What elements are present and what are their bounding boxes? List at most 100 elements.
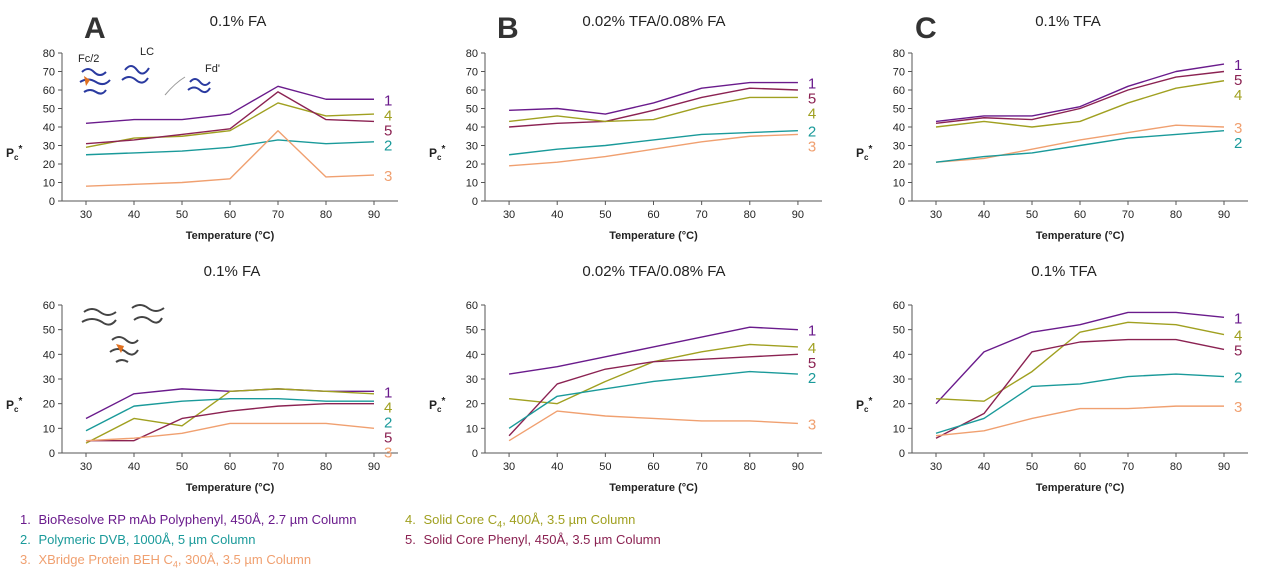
chart-title: 0.1% FA xyxy=(210,13,267,30)
x-tick-label: 80 xyxy=(744,209,756,221)
series-end-label-3: 3 xyxy=(384,444,392,461)
y-tick-label: 40 xyxy=(466,122,478,134)
series-line-4 xyxy=(509,343,798,405)
series-end-label-2: 2 xyxy=(1234,135,1242,152)
y-tick-label: 40 xyxy=(893,349,905,361)
series-end-label-4: 4 xyxy=(384,399,392,416)
series-end-label-3: 3 xyxy=(384,168,392,185)
antibody-fragments-illustration: Fc/2 LC Fd' xyxy=(78,46,220,96)
fc2-label: Fc/2 xyxy=(78,53,99,65)
series-line-1 xyxy=(935,63,1225,123)
y-tick-label: 10 xyxy=(893,423,905,435)
series-line-3 xyxy=(508,410,798,442)
x-tick-label: 70 xyxy=(696,209,708,221)
y-tick-label: 60 xyxy=(43,85,55,97)
chart-c: 0.1% TFA 0 10 20 30 40 50 60 70 80 30 40 50 60 70 80 90 T… xyxy=(856,13,1248,242)
y-tick-label: 30 xyxy=(43,141,55,153)
x-tick-label: 40 xyxy=(128,209,140,221)
x-tick-label: 40 xyxy=(978,461,990,473)
y-tick-label: 50 xyxy=(466,104,478,116)
x-tick-label: 70 xyxy=(1122,461,1134,473)
series-end-label-3: 3 xyxy=(1234,399,1242,416)
series-end-label-4: 4 xyxy=(384,107,392,124)
fd-label: Fd' xyxy=(205,63,220,75)
series-end-label-1: 1 xyxy=(384,92,392,109)
series-line-5 xyxy=(509,87,798,128)
x-tick-label: 80 xyxy=(1170,461,1182,473)
legend-text-5: Solid Core Phenyl, 450Å, 3.5 µm Column xyxy=(423,532,661,547)
x-tick-label: 40 xyxy=(978,209,990,221)
y-tick-label: 30 xyxy=(43,374,55,386)
y-tick-label: 60 xyxy=(466,300,478,312)
legend-item-3: 3. XBridge Protein BEH C4, 300Å, 3.5 µm … xyxy=(20,552,311,570)
series-end-label-2: 2 xyxy=(808,370,816,387)
series-end-label-1: 1 xyxy=(384,384,392,401)
series-end-label-5: 5 xyxy=(384,429,392,446)
legend-sub-4: 4 xyxy=(497,519,503,530)
y-tick-label: 70 xyxy=(466,67,478,79)
series-end-label-3: 3 xyxy=(808,139,816,156)
x-axis-label: Temperature (°C) xyxy=(186,482,275,494)
x-axis-label: Temperature (°C) xyxy=(609,482,698,494)
series-line-1 xyxy=(509,81,798,115)
y-tick-label: 0 xyxy=(472,448,478,460)
y-tick-label: 30 xyxy=(466,374,478,386)
legend-number-2: 2. xyxy=(20,532,31,547)
y-tick-label: 50 xyxy=(893,104,905,116)
series-end-label-5: 5 xyxy=(808,355,816,372)
y-tick-label: 50 xyxy=(466,325,478,337)
legend-number-1: 1. xyxy=(20,512,31,527)
chart-a: 0.1% FA 0 10 20 30 40 50 60 70 80 30 40 50 60 70 80 90 Te… xyxy=(6,13,398,242)
intact-antibody-illustration xyxy=(81,304,165,363)
chart-title: 0.02% TFA/0.08% FA xyxy=(582,13,725,30)
x-tick-label: 50 xyxy=(599,461,611,473)
x-axis-label: Temperature (°C) xyxy=(609,230,698,242)
x-tick-label: 30 xyxy=(503,461,515,473)
series-end-label-2: 2 xyxy=(808,124,816,141)
chart-b: 0.02% TFA/0.08% FA 0 10 20 30 40 50 60 70 80 30 40 5… xyxy=(429,13,822,242)
x-tick-label: 50 xyxy=(176,461,188,473)
series-end-label-2: 2 xyxy=(1234,370,1242,387)
x-tick-label: 90 xyxy=(1218,461,1230,473)
series-line-3 xyxy=(935,405,1224,437)
x-tick-label: 90 xyxy=(368,209,380,221)
legend-text-1: BioResolve RP mAb Polyphenyl, 450Å, 2.7 … xyxy=(38,512,357,527)
series-line-4 xyxy=(935,321,1225,402)
x-tick-label: 80 xyxy=(320,461,332,473)
series-line-1 xyxy=(508,326,798,375)
x-tick-label: 90 xyxy=(368,461,380,473)
x-tick-label: 70 xyxy=(272,209,284,221)
series-end-label-5: 5 xyxy=(808,91,816,108)
chart-a-bottom: 0.1% FA 0 10 20 30 40 50 60 30 40 50 60 70 80 90 Temper… xyxy=(6,263,398,494)
y-tick-label: 60 xyxy=(466,85,478,97)
series-end-label-4: 4 xyxy=(808,106,816,123)
x-tick-label: 50 xyxy=(1026,209,1038,221)
series-end-label-2: 2 xyxy=(384,414,392,431)
x-tick-label: 30 xyxy=(930,461,942,473)
y-tick-label: 10 xyxy=(893,178,905,190)
chart-b-bottom: 0.02% TFA/0.08% FA 0 10 20 30 40 50 60 30 40 50 60 7… xyxy=(429,263,822,494)
x-tick-label: 40 xyxy=(128,461,140,473)
series-end-label-5: 5 xyxy=(1234,72,1242,89)
y-tick-label: 30 xyxy=(893,374,905,386)
y-tick-label: 40 xyxy=(43,349,55,361)
x-tick-label: 50 xyxy=(176,209,188,221)
y-axis-label: Pc* xyxy=(856,396,872,414)
y-axis-label: Pc* xyxy=(429,144,445,162)
y-tick-label: 0 xyxy=(49,196,55,208)
legend-text-4b: , 400Å, 3.5 µm Column xyxy=(502,512,636,527)
y-tick-label: 0 xyxy=(899,196,905,208)
legend-number-3: 3. xyxy=(20,552,31,567)
y-tick-label: 30 xyxy=(893,141,905,153)
x-tick-label: 60 xyxy=(647,209,659,221)
y-tick-label: 80 xyxy=(466,48,478,60)
y-tick-label: 40 xyxy=(466,349,478,361)
legend-text-3b: , 300Å, 3.5 µm Column xyxy=(177,552,312,567)
y-tick-label: 20 xyxy=(893,399,905,411)
x-tick-label: 30 xyxy=(503,209,515,221)
y-tick-label: 50 xyxy=(43,104,55,116)
x-tick-label: 90 xyxy=(1218,209,1230,221)
series-end-label-1: 1 xyxy=(808,76,816,93)
series-line-4 xyxy=(508,96,798,123)
